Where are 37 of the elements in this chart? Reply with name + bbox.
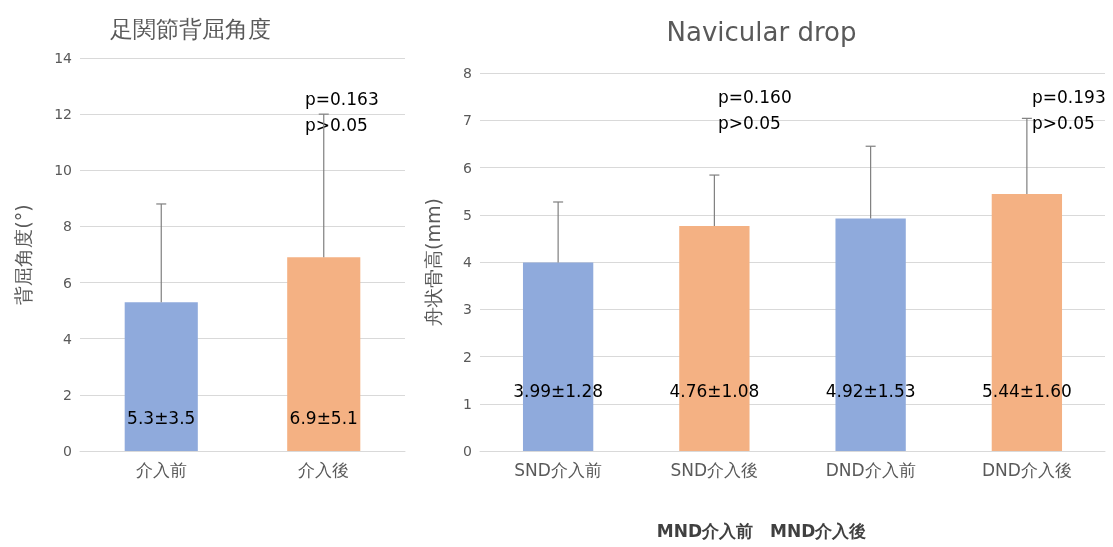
y-tick-label: 4 [463, 254, 473, 270]
y-tick-label: 7 [463, 112, 472, 129]
annotation: p=0.193 p>0.05 [1032, 87, 1106, 133]
y-tick-label: 12 [54, 106, 72, 123]
data-label: 3.99±1.28 [513, 380, 604, 401]
y-tick-label: 1 [463, 395, 472, 412]
x-tick-label: SND介入前 [514, 459, 602, 480]
chart-title: 足関節背屈角度 [110, 15, 271, 42]
y-tick-label: 6 [463, 159, 473, 176]
data-label: 4.76±1.08 [669, 380, 760, 401]
x-tick-label: SND介入後 [670, 459, 759, 480]
y-tick-label: 0 [463, 443, 472, 459]
annotation: p=0.160 p>0.05 [718, 87, 792, 133]
y-tick-label: 8 [63, 218, 72, 235]
y-tick-label: 5 [463, 206, 472, 223]
y-tick-label: 4 [63, 330, 73, 347]
y-tick-label: 6 [63, 274, 73, 291]
y-tick-label: 0 [63, 443, 72, 459]
data-label: 5.3±3.5 [127, 407, 196, 428]
x-tick-label: 介入前 [135, 459, 187, 480]
y-tick-label: 2 [63, 386, 72, 403]
data-label: 5.44±1.60 [981, 380, 1072, 401]
y-tick-label: 10 [54, 162, 72, 179]
text: MND介入前 MND介入後 [656, 520, 867, 541]
x-tick-label: DND介入前 [825, 459, 916, 480]
y-tick-label: 14 [54, 50, 73, 66]
x-tick-label: DND介入後 [981, 459, 1072, 480]
y-axis-title: 背屈角度(°) [11, 204, 34, 305]
y-axis-title: 舟状骨高(mm) [421, 198, 444, 326]
y-tick-label: 8 [463, 65, 472, 81]
annotation: p=0.163 p>0.05 [305, 89, 379, 135]
y-tick-label: 3 [463, 301, 472, 318]
chart-title: Navicular drop [666, 17, 857, 47]
x-tick-label: 介入後 [298, 459, 350, 480]
data-label: 4.92±1.53 [825, 380, 916, 401]
data-label: 6.9±5.1 [289, 407, 358, 428]
y-tick-label: 2 [463, 348, 472, 365]
